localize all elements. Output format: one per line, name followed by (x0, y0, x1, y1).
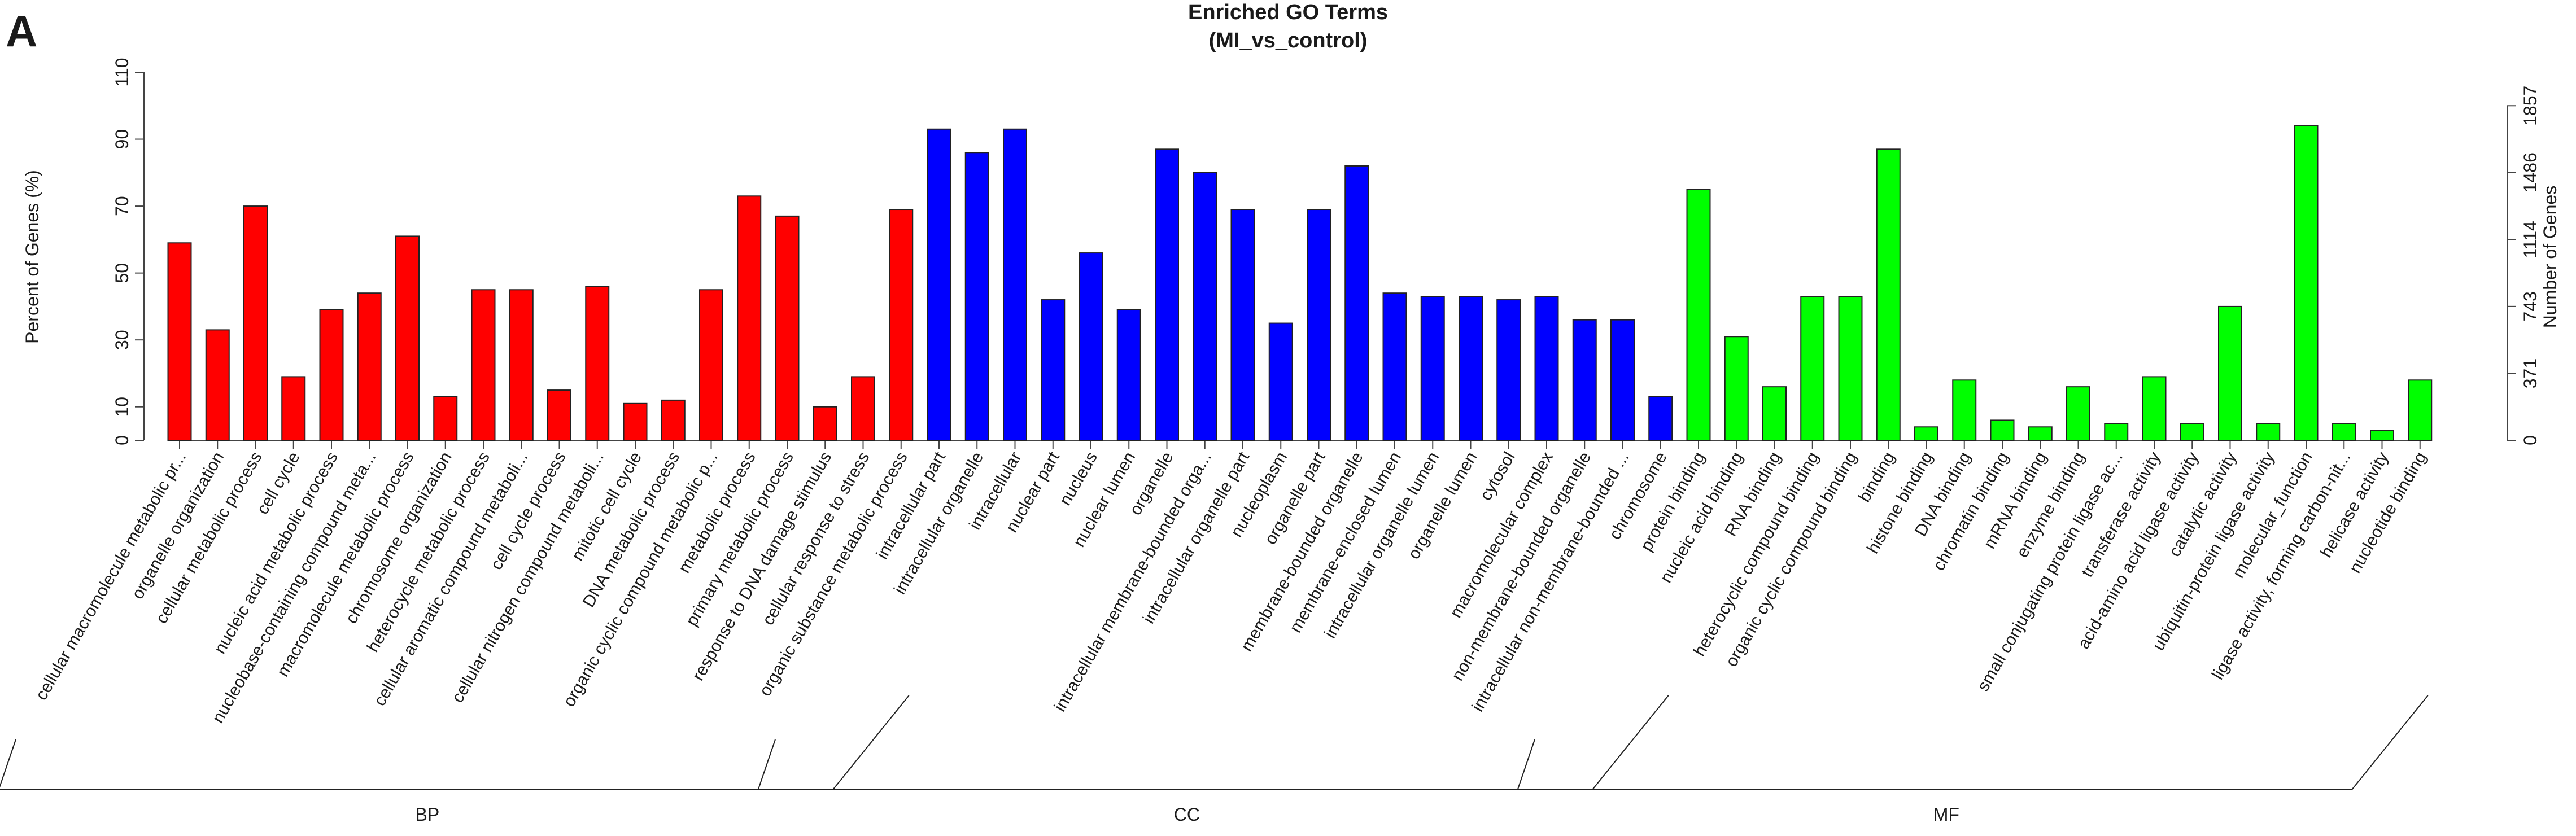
y2-axis-label: Number of Genes (2540, 186, 2560, 329)
bar-bp-5 (319, 309, 344, 441)
bar-bp-14 (661, 399, 686, 441)
bar-mf-7 (1914, 426, 1938, 441)
bar-bp-6 (357, 292, 382, 441)
category-label: cellular macromolecule metabolic pr... (32, 449, 190, 703)
bar-bp-18 (813, 406, 837, 441)
group-label-bp: BP (416, 804, 440, 825)
group-bracket-cc (758, 695, 1669, 790)
bar-cc-13 (1382, 292, 1407, 441)
category-label: organelle lumen (1404, 449, 1481, 562)
bar-cc-18 (1572, 319, 1597, 441)
bar-cc-5 (1079, 252, 1103, 441)
bar-mf-16 (2256, 423, 2281, 441)
bar-bp-8 (433, 396, 458, 441)
group-bracket-bp (0, 695, 910, 790)
bar-bp-19 (851, 376, 875, 441)
bar-bp-1 (167, 242, 192, 441)
bar-cc-2 (964, 152, 989, 441)
chart-title: Enriched GO Terms (1188, 1, 1388, 24)
bar-cc-14 (1420, 296, 1445, 441)
bar-mf-13 (2142, 376, 2167, 441)
bar-mf-15 (2218, 305, 2242, 441)
bar-cc-8 (1193, 172, 1217, 441)
bar-mf-1 (1686, 189, 1711, 441)
y2-tick-label: 1857 (2520, 86, 2540, 126)
bar-cc-17 (1534, 296, 1559, 441)
y-tick-label: 90 (112, 129, 132, 150)
y-tick-label: 0 (112, 435, 132, 445)
y2-tick-label: 743 (2520, 291, 2540, 321)
y2-tick-label: 1486 (2520, 152, 2540, 192)
bar-cc-16 (1496, 299, 1521, 441)
bar-bp-16 (737, 195, 762, 441)
bar-cc-20 (1648, 396, 1673, 441)
y2-tick-label: 0 (2520, 435, 2540, 445)
bar-mf-20 (2408, 379, 2433, 441)
bar-cc-6 (1116, 309, 1141, 441)
bar-bp-2 (205, 329, 230, 441)
chart-subtitle: (MI_vs_control) (1209, 29, 1368, 52)
bar-cc-19 (1610, 319, 1635, 441)
bar-bp-7 (395, 235, 420, 441)
bar-cc-1 (927, 128, 951, 441)
bar-bp-4 (281, 376, 306, 441)
bar-mf-10 (2028, 426, 2053, 441)
bar-mf-19 (2370, 430, 2394, 441)
bar-cc-11 (1307, 209, 1331, 441)
group-bracket-mf (1517, 695, 2429, 790)
bar-mf-18 (2332, 423, 2356, 441)
y-tick-label: 10 (112, 397, 132, 417)
y-tick-label: 110 (112, 58, 132, 86)
y-tick-label: 30 (112, 330, 132, 350)
bar-bp-10 (509, 289, 534, 441)
group-label-cc: CC (1174, 804, 1200, 825)
bar-cc-7 (1155, 148, 1179, 441)
y2-tick-label: 371 (2520, 358, 2540, 388)
bar-bp-12 (585, 286, 610, 441)
bar-mf-14 (2180, 423, 2204, 441)
y-tick-label: 50 (112, 263, 132, 283)
bar-bp-9 (471, 289, 496, 441)
bar-cc-12 (1344, 165, 1369, 441)
bar-cc-3 (1003, 128, 1027, 441)
bar-cc-4 (1041, 299, 1066, 441)
bar-mf-11 (2066, 386, 2090, 441)
bar-bp-17 (775, 215, 800, 441)
bar-bp-20 (889, 209, 914, 441)
bar-mf-6 (1876, 148, 1901, 441)
bar-cc-15 (1459, 296, 1483, 441)
bar-mf-4 (1800, 296, 1825, 441)
bar-cc-9 (1230, 209, 1255, 441)
y2-tick-label: 1114 (2520, 221, 2540, 258)
bar-mf-8 (1952, 379, 1977, 441)
bar-bp-11 (547, 389, 571, 441)
bar-mf-17 (2294, 125, 2319, 441)
bar-bp-15 (699, 289, 723, 441)
group-label-mf: MF (1933, 804, 1959, 825)
bar-mf-5 (1838, 296, 1863, 441)
panel-label: A (6, 6, 37, 56)
bar-mf-2 (1724, 336, 1749, 441)
category-label: small conjugating protein ligase ac... (1974, 449, 2126, 694)
category-label: cytosol (1477, 449, 1519, 504)
bar-bp-13 (623, 402, 648, 441)
bar-mf-3 (1762, 386, 1787, 441)
bar-mf-9 (1990, 419, 2015, 441)
bar-mf-12 (2104, 423, 2129, 441)
y-tick-label: 70 (112, 196, 132, 216)
y-axis-label: Percent of Genes (%) (22, 170, 42, 344)
bar-cc-10 (1268, 322, 1293, 441)
bar-bp-3 (243, 205, 268, 441)
